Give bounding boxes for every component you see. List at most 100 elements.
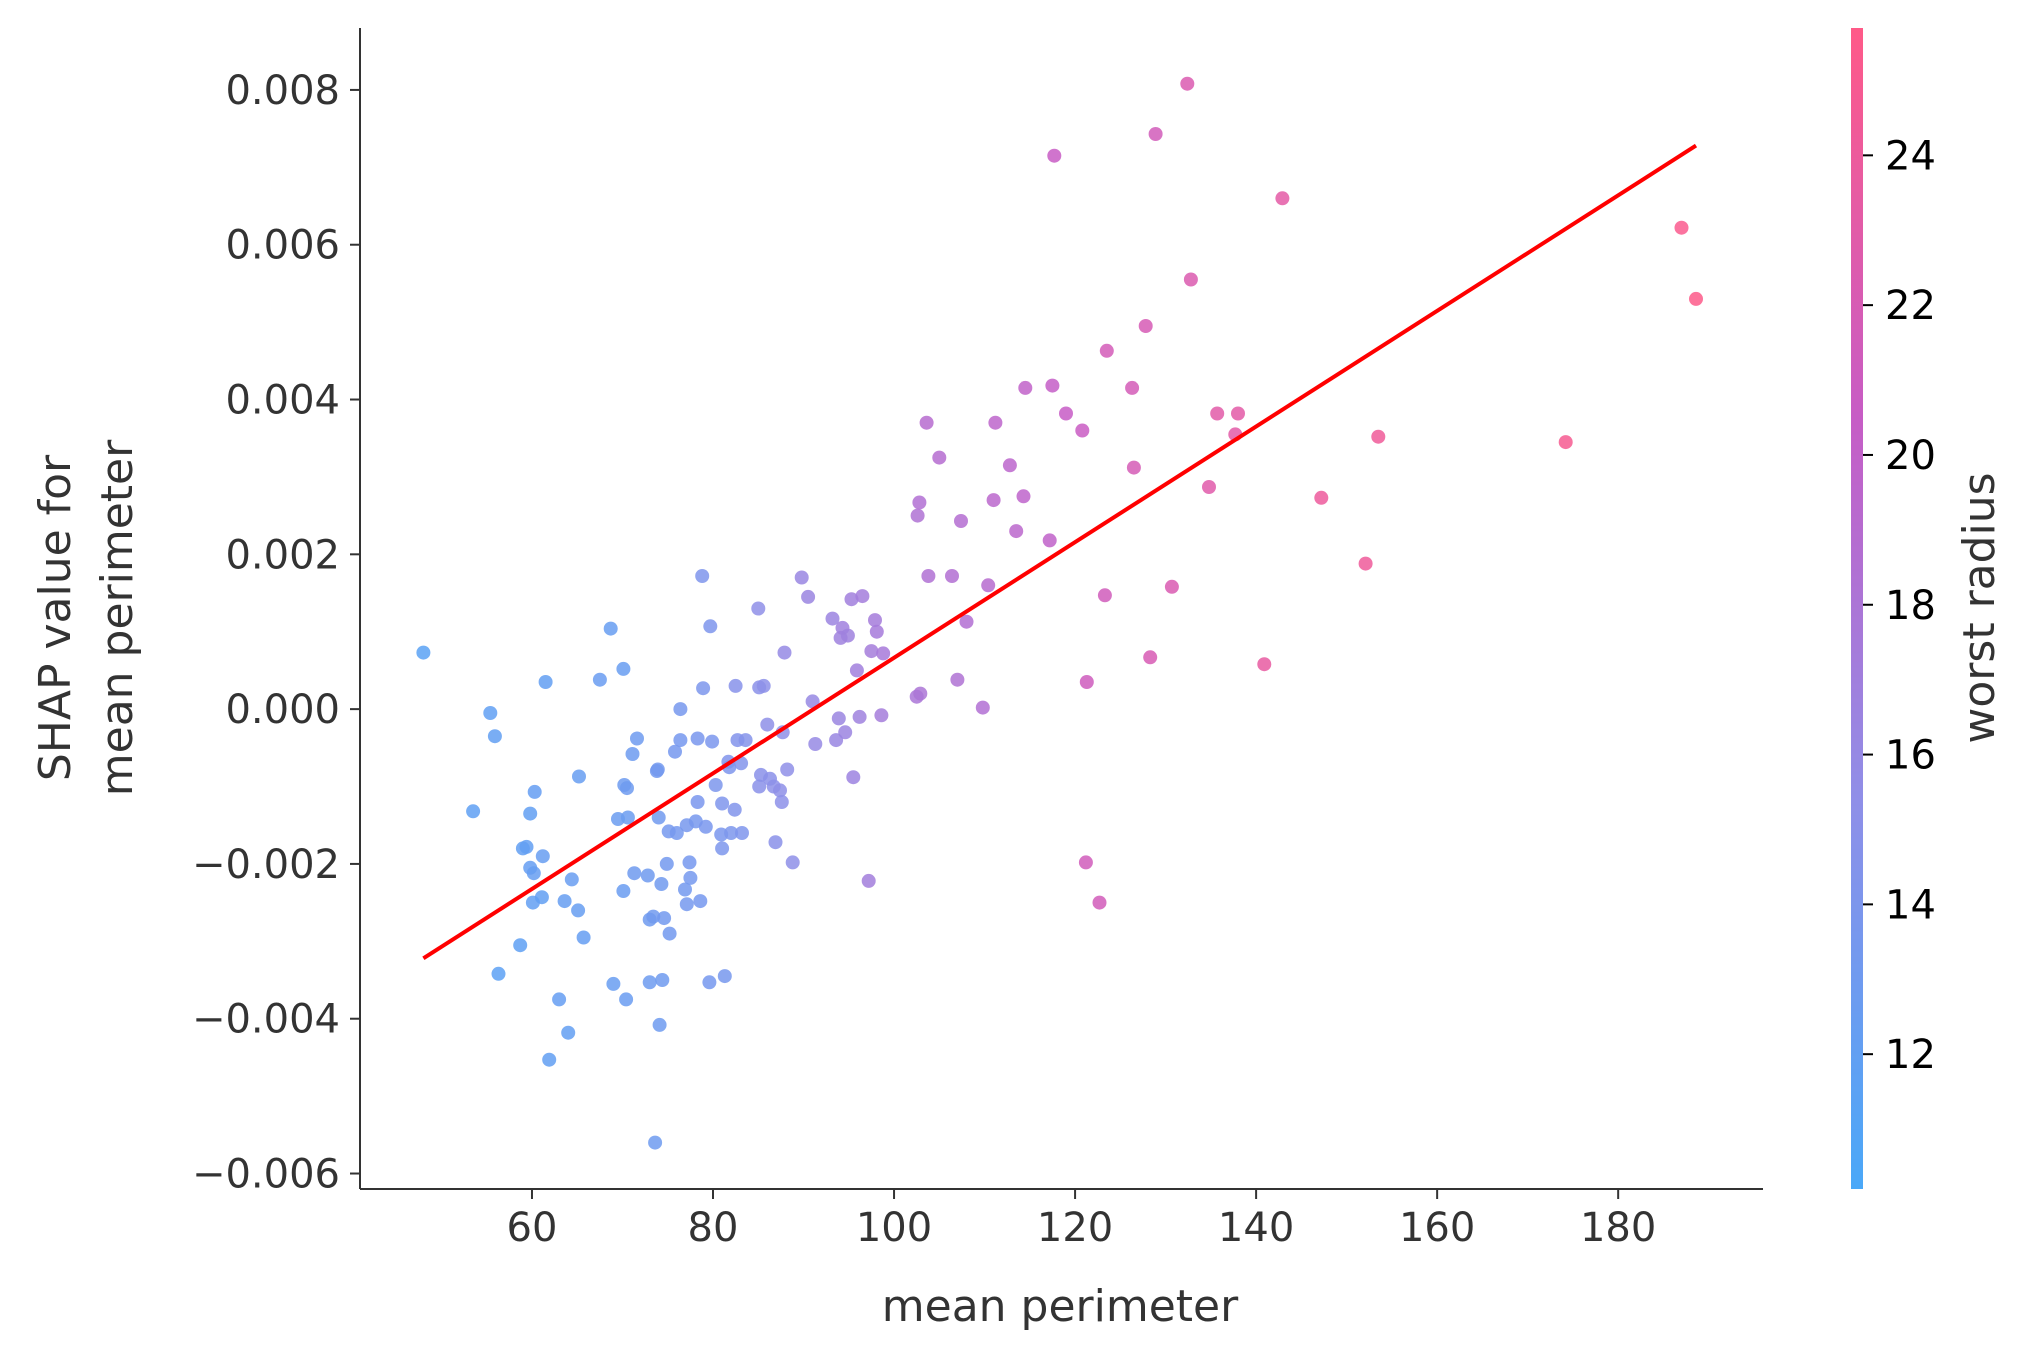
data-point	[950, 672, 965, 687]
colorbar-tick-label: 18	[1885, 583, 1936, 629]
data-point	[852, 709, 867, 724]
data-point	[805, 694, 820, 709]
axes: 60 80 100 120 140 160 180 −0.006 −0.004 −0.002 0.…	[192, 28, 1763, 1251]
x-tick-label: 140	[1218, 1205, 1294, 1251]
data-point	[1148, 127, 1163, 141]
colorbar-tick-label: 14	[1885, 882, 1936, 928]
data-point	[695, 569, 710, 583]
x-tick-label: 80	[688, 1205, 739, 1251]
data-point	[466, 804, 481, 819]
data-point	[535, 849, 550, 864]
data-point	[780, 762, 795, 777]
data-point	[696, 681, 711, 696]
x-ticks: 60 80 100 120 140 160 180	[507, 1189, 1656, 1251]
data-point	[876, 646, 891, 661]
data-point	[705, 734, 720, 749]
data-point	[986, 493, 1001, 508]
y-axis-label: SHAP value for mean perimeter	[30, 439, 143, 796]
data-point	[801, 589, 816, 604]
data-point	[1078, 855, 1093, 870]
data-point	[1689, 291, 1703, 306]
data-point	[849, 663, 864, 678]
y-tick-label: 0.002	[225, 532, 340, 578]
data-point	[668, 744, 682, 759]
colorbar-tick-label: 22	[1885, 283, 1936, 329]
data-point	[785, 855, 800, 870]
y-axis-label-line-1: SHAP value for	[30, 454, 81, 781]
data-point	[794, 570, 809, 585]
data-point	[534, 890, 549, 905]
x-tick-label: 60	[507, 1205, 558, 1251]
data-points	[416, 76, 1703, 1150]
data-point	[620, 781, 634, 796]
data-point	[1371, 429, 1386, 444]
data-point	[552, 992, 567, 1007]
data-point	[735, 826, 749, 840]
y-tick-label: −0.002	[192, 842, 340, 888]
colorbar-tick-label: 16	[1885, 733, 1936, 779]
data-point	[715, 796, 730, 811]
data-point	[1138, 319, 1153, 333]
y-axis-label-line-2: mean perimeter	[92, 439, 143, 796]
data-point	[768, 835, 783, 850]
trend-line	[422, 143, 1698, 960]
data-point	[1002, 458, 1017, 473]
data-point	[678, 882, 692, 897]
data-point	[690, 795, 705, 809]
y-tick-label: 0.006	[225, 223, 340, 269]
data-point	[1164, 579, 1179, 594]
x-tick-label: 160	[1399, 1205, 1475, 1251]
data-point	[864, 644, 879, 659]
data-point	[1143, 650, 1158, 665]
data-point	[1257, 657, 1272, 672]
data-point	[690, 731, 705, 746]
data-point	[1099, 343, 1114, 358]
data-point	[557, 894, 572, 909]
data-point	[659, 856, 674, 871]
data-point	[954, 514, 968, 528]
data-point	[868, 613, 882, 628]
y-ticks: −0.006 −0.004 −0.002 0.000 0.002 0.004 0.006 0.…	[192, 68, 360, 1198]
data-point	[717, 969, 732, 984]
data-point	[1183, 272, 1198, 287]
data-point	[513, 938, 528, 953]
colorbar: 12 14 16 18 20 22 24 worst radius	[1851, 28, 2005, 1189]
data-point	[1092, 895, 1107, 910]
data-point	[655, 973, 670, 987]
data-point	[1016, 489, 1031, 504]
data-point	[1125, 380, 1140, 395]
data-point	[619, 992, 634, 1007]
y-tick-label: 0.008	[225, 68, 340, 114]
data-point	[483, 706, 498, 720]
data-point	[913, 686, 928, 701]
x-tick-label: 180	[1580, 1205, 1656, 1251]
data-point	[519, 839, 534, 854]
data-point	[654, 877, 669, 891]
colorbar-gradient	[1851, 28, 1863, 1189]
data-point	[651, 810, 666, 825]
data-point	[829, 733, 844, 748]
data-point	[564, 872, 579, 887]
data-point	[840, 628, 855, 643]
data-point	[756, 678, 771, 693]
data-point	[752, 779, 767, 794]
data-point	[1097, 588, 1112, 603]
data-point	[1045, 378, 1060, 393]
data-point	[708, 778, 723, 792]
data-point	[728, 678, 743, 693]
data-point	[616, 661, 631, 676]
data-point	[773, 783, 787, 798]
data-point	[673, 733, 688, 748]
data-point	[975, 700, 990, 715]
data-point	[1210, 406, 1225, 421]
data-point	[702, 975, 717, 990]
data-point	[777, 645, 792, 660]
data-point	[487, 729, 502, 744]
data-point	[698, 819, 713, 834]
data-point	[1275, 191, 1290, 206]
data-point	[630, 731, 644, 746]
data-point	[673, 702, 688, 717]
data-point	[1042, 533, 1057, 548]
data-point	[640, 868, 655, 883]
